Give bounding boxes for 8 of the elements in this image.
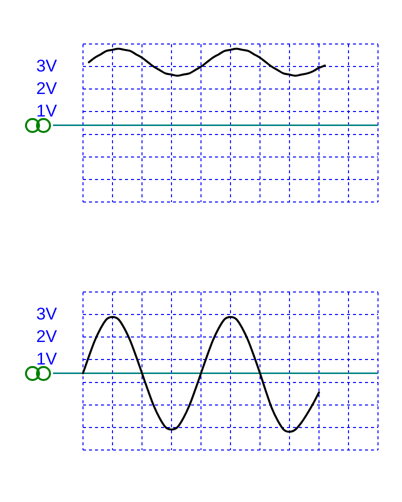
y-tick-label: 3V	[36, 56, 58, 76]
y-tick-label: 1V	[36, 349, 58, 368]
y-tick-label: 2V	[36, 78, 58, 98]
y-tick-label: 3V	[36, 304, 58, 324]
y-tick-label: 2V	[36, 326, 58, 346]
line-series	[88, 48, 326, 77]
y-tick-label: 1V	[36, 101, 58, 120]
line-series	[82, 316, 320, 433]
